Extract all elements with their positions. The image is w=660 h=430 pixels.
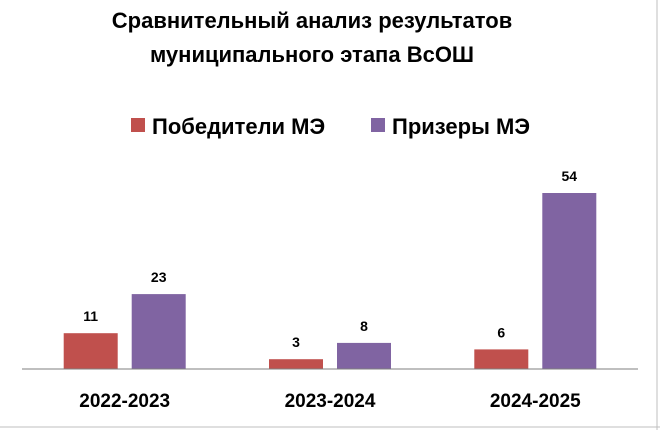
- data-label-winners-2023-2024: 3: [292, 334, 300, 350]
- data-label-winners-2024-2025: 6: [497, 324, 505, 340]
- legend: Победители МЭ Призеры МЭ: [131, 114, 530, 139]
- chart-title-line-2: муниципального этапа ВсОШ: [150, 42, 474, 67]
- data-label-prizewinners-2023-2024: 8: [360, 318, 368, 334]
- bar-prizewinners-2023-2024: [337, 342, 391, 369]
- bar-winners-2022-2023: [63, 333, 118, 369]
- plot-area: 11 23 2022-2023 3 8 2023-2024 6 54 2024-2025: [63, 168, 597, 412]
- category-label-2024-2025: 2024-2025: [490, 391, 581, 412]
- category-label-2022-2023: 2022-2023: [79, 391, 170, 412]
- legend-swatch-prizewinners: [371, 118, 385, 132]
- bar-prizewinners-2022-2023: [131, 294, 186, 369]
- bar-prizewinners-2024-2025: [542, 193, 597, 369]
- data-label-winners-2022-2023: 11: [83, 308, 98, 324]
- bar-winners-2023-2024: [269, 359, 323, 369]
- data-label-prizewinners-2024-2025: 54: [562, 168, 578, 184]
- legend-label-winners: Победители МЭ: [152, 114, 325, 139]
- bar-winners-2024-2025: [474, 349, 529, 369]
- category-label-2023-2024: 2023-2024: [285, 391, 376, 412]
- chart-title-line-1: Сравнительный анализ результатов: [112, 8, 512, 33]
- data-label-prizewinners-2022-2023: 23: [151, 269, 167, 285]
- legend-label-prizewinners: Призеры МЭ: [392, 114, 530, 139]
- legend-swatch-winners: [131, 118, 145, 132]
